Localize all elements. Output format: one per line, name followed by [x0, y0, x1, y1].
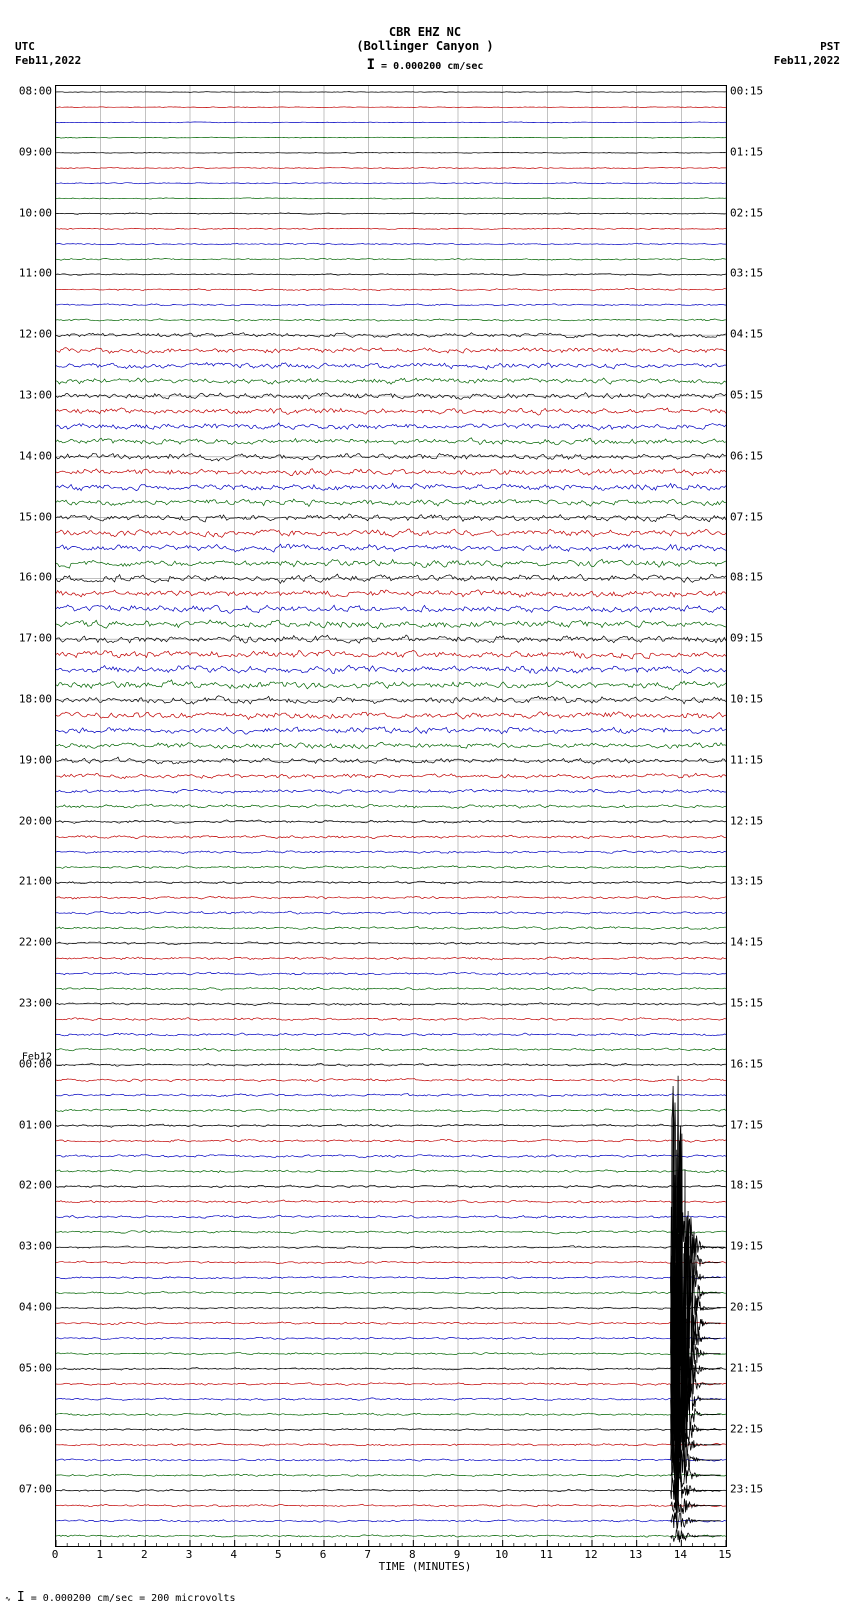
right-hour-label: 20:15	[730, 1301, 763, 1314]
right-hour-label: 07:15	[730, 510, 763, 523]
header: CBR EHZ NC (Bollinger Canyon ) I = 0.000…	[0, 25, 850, 73]
left-hour-label: 06:00	[19, 1422, 52, 1435]
left-hour-label: 20:00	[19, 814, 52, 827]
right-hour-label: 18:15	[730, 1179, 763, 1192]
left-hour-label: 09:00	[19, 145, 52, 158]
left-hour-label: 16:00	[19, 571, 52, 584]
right-hour-label: 06:15	[730, 449, 763, 462]
left-hour-label: 10:00	[19, 206, 52, 219]
left-hour-label: 14:00	[19, 449, 52, 462]
right-hour-label: 09:15	[730, 632, 763, 645]
right-hour-label: 02:15	[730, 206, 763, 219]
seismogram-svg	[56, 86, 726, 1546]
right-hour-label: 04:15	[730, 328, 763, 341]
right-hour-label: 17:15	[730, 1118, 763, 1131]
right-hour-label: 10:15	[730, 693, 763, 706]
left-hour-label: 17:00	[19, 632, 52, 645]
left-hour-label: 15:00	[19, 510, 52, 523]
left-hour-label: 19:00	[19, 753, 52, 766]
left-hour-label: 13:00	[19, 389, 52, 402]
right-hour-label: 15:15	[730, 997, 763, 1010]
left-hour-label: 03:00	[19, 1240, 52, 1253]
scale-reference: I = 0.000200 cm/sec	[0, 57, 850, 73]
right-hour-label: 03:15	[730, 267, 763, 280]
left-hour-label: 18:00	[19, 693, 52, 706]
right-hour-label: 08:15	[730, 571, 763, 584]
right-hour-label: 19:15	[730, 1240, 763, 1253]
right-hour-label: 22:15	[730, 1422, 763, 1435]
station-location: (Bollinger Canyon )	[0, 39, 850, 53]
left-hour-label: 23:00	[19, 997, 52, 1010]
station-code: CBR EHZ NC	[0, 25, 850, 39]
right-hour-label: 01:15	[730, 145, 763, 158]
left-hour-label: 04:00	[19, 1301, 52, 1314]
right-hour-label: 23:15	[730, 1483, 763, 1496]
left-hour-label: 11:00	[19, 267, 52, 280]
seismogram-container: UTC Feb11,2022 PST Feb11,2022 CBR EHZ NC…	[0, 0, 850, 1613]
left-hour-label: 00:00	[19, 1057, 52, 1070]
left-hour-label: 22:00	[19, 936, 52, 949]
left-hour-label: 08:00	[19, 85, 52, 98]
right-hour-label: 14:15	[730, 936, 763, 949]
right-hour-label: 05:15	[730, 389, 763, 402]
right-hour-label: 21:15	[730, 1361, 763, 1374]
right-hour-label: 00:15	[730, 85, 763, 98]
right-hour-label: 16:15	[730, 1057, 763, 1070]
left-hour-label: 12:00	[19, 328, 52, 341]
right-hour-label: 13:15	[730, 875, 763, 888]
footer-scale: ∿ I = 0.000200 cm/sec = 200 microvolts	[5, 1590, 235, 1605]
right-hour-label: 12:15	[730, 814, 763, 827]
right-hour-label: 11:15	[730, 753, 763, 766]
left-hour-label: 01:00	[19, 1118, 52, 1131]
left-hour-label: 07:00	[19, 1483, 52, 1496]
left-hour-label: 02:00	[19, 1179, 52, 1192]
plot-area	[55, 85, 727, 1547]
left-hour-label: 21:00	[19, 875, 52, 888]
left-hour-label: 05:00	[19, 1361, 52, 1374]
xaxis-label: TIME (MINUTES)	[0, 1560, 850, 1573]
